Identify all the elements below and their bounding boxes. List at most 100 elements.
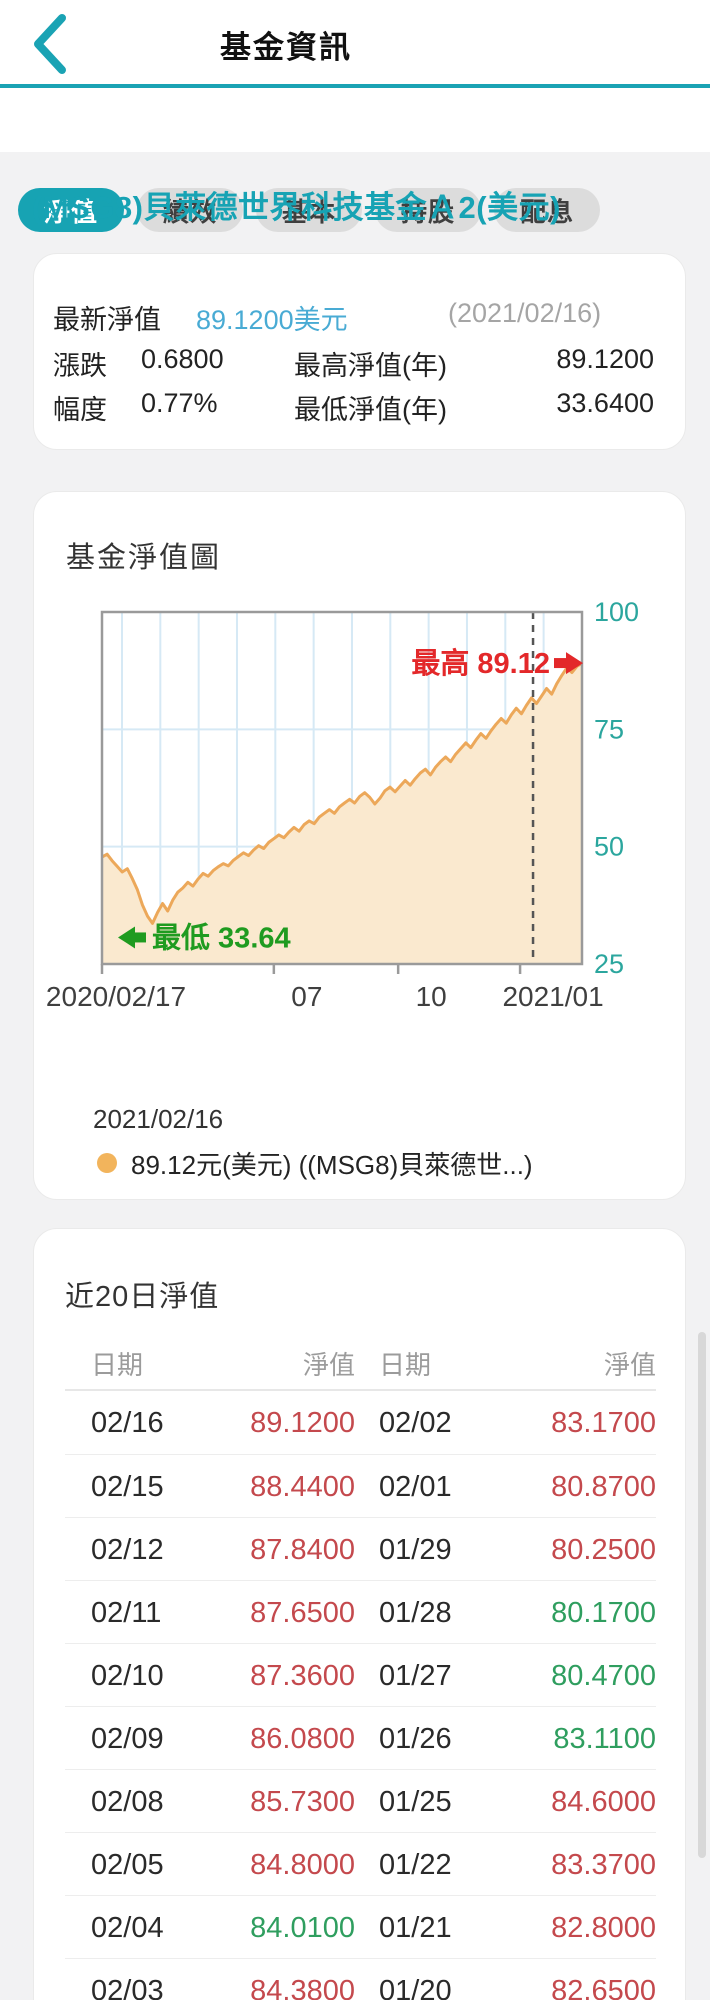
x-axis-label: 07 — [291, 981, 322, 1012]
cell-nav-value: 80.4700 — [551, 1660, 656, 1692]
cell-date: 01/28 — [379, 1597, 452, 1629]
table-row: 02/05 84.8000 01/22 83.3700 — [65, 1832, 656, 1895]
latest-nav-label: 最新淨值 — [53, 305, 161, 335]
col-header-date2: 日期 — [379, 1350, 432, 1380]
cell-nav-value: 83.1700 — [551, 1407, 656, 1439]
year-low-value: 33.6400 — [556, 388, 654, 418]
cell-nav-value: 87.6500 — [250, 1597, 355, 1629]
page-title: 基金資訊 — [220, 30, 352, 65]
cell-date: 01/20 — [379, 1975, 452, 2000]
nav-area-chart[interactable]: 100 75 50 25 2020/02/17 07 10 2021/01 最高 89.12 最低… — [34, 492, 687, 1201]
change-pct-value: 0.77% — [141, 388, 218, 418]
cell-nav-value: 83.1100 — [553, 1723, 656, 1755]
back-chevron-icon — [34, 14, 66, 74]
low-arrow-icon — [135, 932, 146, 943]
tab-bar: 淨值 績效 基本 持股 配息 — [18, 188, 601, 232]
year-high-label: 最高淨值(年) — [294, 351, 447, 381]
cell-nav-value: 80.2500 — [551, 1534, 656, 1566]
table-header-divider — [65, 1389, 656, 1391]
tabs-band: 淨值 績效 基本 持股 配息 — [0, 88, 710, 232]
table-body: 02/16 89.1200 02/02 83.1700 02/15 88.4400 02/0… — [65, 1391, 656, 2000]
cell-nav-value: 87.3600 — [250, 1660, 355, 1692]
cell-nav-value: 84.6000 — [551, 1786, 656, 1818]
table-row: 02/16 89.1200 02/02 83.1700 — [65, 1391, 656, 1454]
cell-nav-value: 82.6500 — [551, 1975, 656, 2000]
cell-date: 01/29 — [379, 1534, 452, 1566]
cell-date: 02/15 — [91, 1471, 164, 1503]
col-header-date: 日期 — [91, 1350, 144, 1380]
year-low-label: 最低淨值(年) — [294, 395, 447, 425]
table-row: 02/11 87.6500 01/28 80.1700 — [65, 1580, 656, 1643]
nav-line — [101, 661, 583, 925]
cell-date: 02/11 — [91, 1597, 162, 1629]
table-row: 02/09 86.0800 01/26 83.1100 — [65, 1706, 656, 1769]
legend-label: 89.12元(美元) ((MSG8)貝萊德世...) — [131, 1149, 533, 1180]
series-marker-icon — [97, 1153, 117, 1173]
latest-nav-value: 89.1200美元 — [196, 305, 348, 335]
nav-chart-card: 基金淨值圖 100 75 50 25 2020/02/17 07 10 2021/01 最高 8… — [33, 491, 686, 1200]
change-row: 漲跌 0.6800 最高淨值(年) 89.1200 — [34, 344, 687, 381]
header-divider — [0, 84, 710, 88]
cell-date: 01/22 — [379, 1849, 452, 1881]
col-header-nav: 淨值 — [302, 1350, 355, 1380]
cell-nav-value: 86.0800 — [250, 1723, 355, 1755]
cell-nav-value: 87.8400 — [250, 1534, 355, 1566]
cell-nav-value: 85.7300 — [250, 1786, 355, 1818]
nav-table-card: 近20日淨值 日期 淨值 日期 淨值 02/16 89.1200 02/02 83.1… — [33, 1228, 686, 2000]
cell-date: 02/03 — [91, 1975, 164, 2000]
y-axis-label: 25 — [594, 949, 624, 979]
high-arrow-icon — [554, 658, 566, 669]
cell-date: 02/01 — [379, 1471, 452, 1503]
cell-nav-value: 88.4400 — [250, 1471, 355, 1503]
cell-date: 01/26 — [379, 1723, 452, 1755]
tab-basic[interactable]: 基本 — [256, 188, 363, 232]
legend-row: 89.12元(美元) ((MSG8)貝萊德世...) — [97, 1148, 533, 1180]
cell-nav-value: 80.1700 — [551, 1597, 656, 1629]
tab-dividend[interactable]: 配息 — [494, 188, 601, 232]
table-row: 02/10 87.3600 01/27 80.4700 — [65, 1643, 656, 1706]
cell-date: 02/09 — [91, 1723, 164, 1755]
table-row: 02/03 84.3800 01/20 82.6500 — [65, 1958, 656, 2000]
cell-nav-value: 89.1200 — [250, 1407, 355, 1439]
area-fill — [102, 663, 582, 964]
back-button[interactable] — [22, 6, 78, 78]
legend-date: 2021/02/16 — [93, 1104, 224, 1134]
cell-nav-value: 83.3700 — [551, 1849, 656, 1881]
cell-date: 02/12 — [91, 1534, 164, 1566]
tab-holdings[interactable]: 持股 — [375, 188, 482, 232]
tab-net-value[interactable]: 淨值 — [18, 188, 125, 232]
cell-date: 02/05 — [91, 1849, 164, 1881]
cell-nav-value: 82.8000 — [551, 1912, 656, 1944]
col-header-nav2: 淨值 — [603, 1350, 656, 1380]
x-axis-label: 2020/02/17 — [46, 981, 186, 1012]
cell-date: 02/10 — [91, 1660, 164, 1692]
cell-date: 02/16 — [91, 1407, 164, 1439]
x-axis-label: 2021/01 — [502, 981, 603, 1012]
cell-nav-value: 84.8000 — [250, 1849, 355, 1881]
latest-nav-row: 最新淨值 89.1200美元 (2021/02/16) — [34, 298, 687, 335]
fund-title: (MSG8)貝萊德世界科技基金Ａ2(美元) — [32, 190, 561, 225]
chart-title: 基金淨值圖 — [66, 542, 222, 574]
low-arrow-icon — [118, 926, 135, 949]
cell-nav-value: 80.8700 — [551, 1471, 656, 1503]
high-annotation-label: 最高 89.12 — [411, 647, 550, 680]
tab-performance[interactable]: 績效 — [137, 188, 244, 232]
table-title: 近20日淨值 — [65, 1281, 220, 1313]
scrollbar-thumb[interactable] — [698, 1332, 706, 1858]
low-annotation-label: 最低 33.64 — [152, 921, 291, 954]
change-value: 0.6800 — [141, 344, 224, 374]
cell-date: 01/25 — [379, 1786, 452, 1818]
header: 基金資訊 — [0, 0, 710, 84]
change-pct-row: 幅度 0.77% 最低淨值(年) 33.6400 — [34, 388, 687, 425]
change-label: 漲跌 — [53, 351, 107, 381]
high-arrow-icon — [566, 652, 583, 675]
table-row: 02/15 88.4400 02/01 80.8700 — [65, 1454, 656, 1517]
y-axis-label: 75 — [594, 714, 624, 744]
change-pct-label: 幅度 — [53, 395, 107, 425]
cell-date: 02/04 — [91, 1912, 164, 1944]
table-row: 02/04 84.0100 01/21 82.8000 — [65, 1895, 656, 1958]
cell-date: 02/02 — [379, 1407, 452, 1439]
table-row: 02/08 85.7300 01/25 84.6000 — [65, 1769, 656, 1832]
table-row: 02/12 87.8400 01/29 80.2500 — [65, 1517, 656, 1580]
